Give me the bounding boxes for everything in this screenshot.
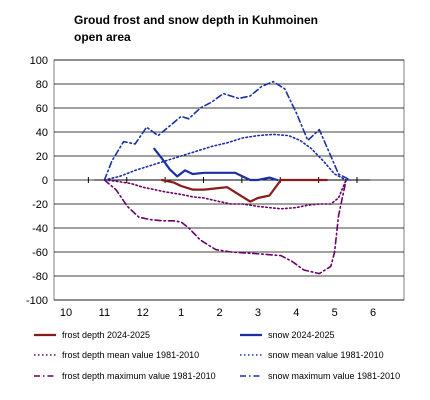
- y-tick-label: 40: [36, 127, 48, 139]
- series-line-snow-2024-2025: [153, 147, 279, 182]
- y-tick-label: 0: [42, 175, 48, 187]
- y-tick-label: 60: [36, 103, 48, 115]
- chart-title: Groud frost and snow depth in Kuhmoinen o…: [74, 13, 318, 44]
- x-tick-label: 11: [99, 307, 110, 319]
- x-tick-label: 6: [370, 307, 376, 319]
- chart-title-line: open area: [74, 30, 131, 44]
- legend-label: snow 2024-2025: [268, 330, 335, 340]
- y-tick-label: -40: [32, 223, 48, 235]
- y-tick-label: 80: [36, 79, 48, 91]
- series-line-snow-maximum-value-1981-2010: [103, 80, 351, 181]
- x-tick-label: 2: [216, 307, 222, 319]
- series-line-frost-depth-2024-2025: [160, 178, 328, 203]
- y-tick-label: -20: [32, 199, 48, 211]
- series-lines: [103, 80, 355, 275]
- y-tick-label: -100: [26, 295, 48, 307]
- y-tick-label: -60: [32, 247, 48, 259]
- legend-label: frost depth 2024-2025: [62, 330, 150, 340]
- y-tick-label: 100: [30, 55, 48, 67]
- legend-label: frost depth maximum value 1981-2010: [62, 371, 216, 381]
- series-line-frost-depth-mean-value-1981-2010: [103, 179, 347, 210]
- grid-lines: [53, 59, 405, 301]
- y-tick-label: -80: [32, 271, 48, 283]
- legend-label: snow mean value 1981-2010: [268, 350, 384, 360]
- x-tick-label: 1: [178, 307, 184, 319]
- x-tick-label: 5: [332, 307, 338, 319]
- chart-title-line: Groud frost and snow depth in Kuhmoinen: [74, 13, 318, 27]
- series-line-frost-depth-maximum-value-1981-2010: [103, 179, 347, 275]
- legend-label: snow maximum value 1981-2010: [268, 371, 400, 381]
- y-tick-label: 20: [36, 151, 48, 163]
- x-tick-label: 3: [255, 307, 261, 319]
- x-tick-label: 12: [137, 307, 149, 319]
- x-tick-label: 4: [293, 307, 299, 319]
- series-line-snow-mean-value-1981-2010: [103, 133, 355, 181]
- legend: frost depth 2024-2025 snow 2024-2025 frost…: [34, 330, 400, 381]
- legend-label: frost depth mean value 1981-2010: [62, 350, 199, 360]
- x-tick-label: 10: [60, 307, 72, 319]
